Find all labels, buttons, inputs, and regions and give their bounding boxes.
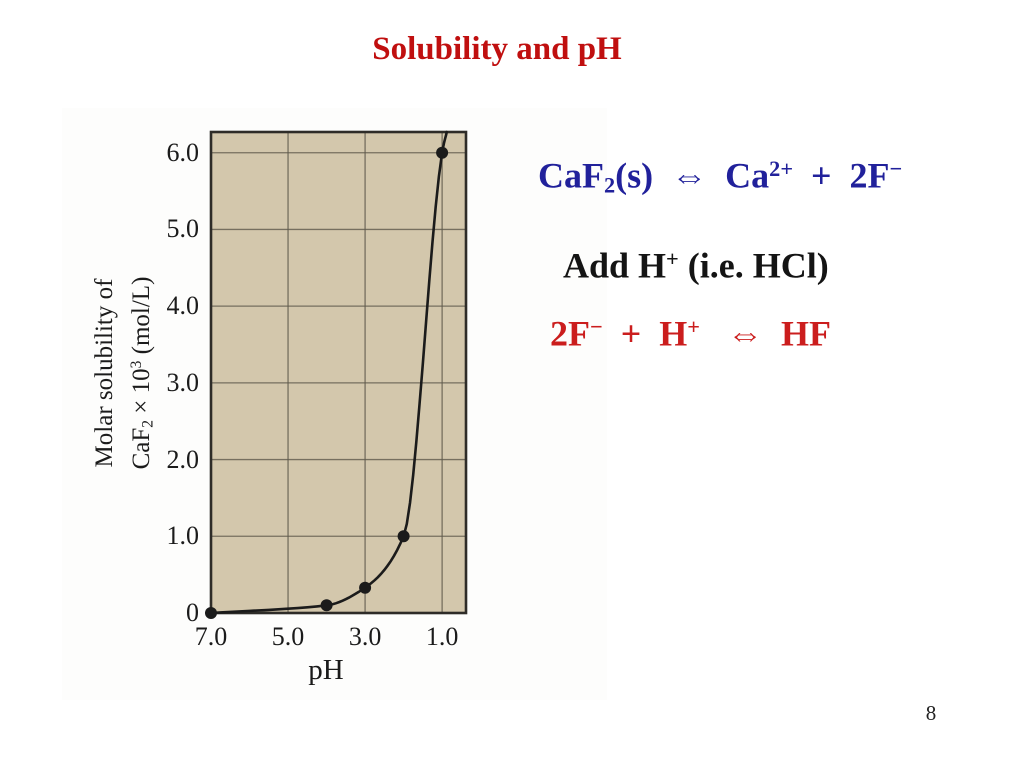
data-point	[397, 530, 410, 543]
page-number: 8	[925, 701, 937, 725]
text-add-acid: Add H+ (i.e. HCl)	[563, 245, 829, 286]
data-point	[205, 607, 217, 619]
equation-dissolution: CaF2(s) ⇔ Ca2+ + 2F−	[538, 155, 903, 198]
y-axis-label-line1: Molar solubility of	[91, 278, 118, 468]
y-axis-label: Molar solubility of CaF2 × 103 (mol/L)	[89, 203, 156, 543]
x-axis-label: pH	[308, 654, 344, 686]
y-axis-label-line2: CaF2 × 103 (mol/L)	[128, 276, 157, 470]
data-point	[320, 599, 333, 612]
slide-title: Solubility and pH	[372, 31, 622, 67]
equation-hf-formation: 2F− + H+ ⇔ HF	[550, 313, 831, 354]
data-point	[436, 146, 449, 159]
data-point	[359, 581, 372, 594]
